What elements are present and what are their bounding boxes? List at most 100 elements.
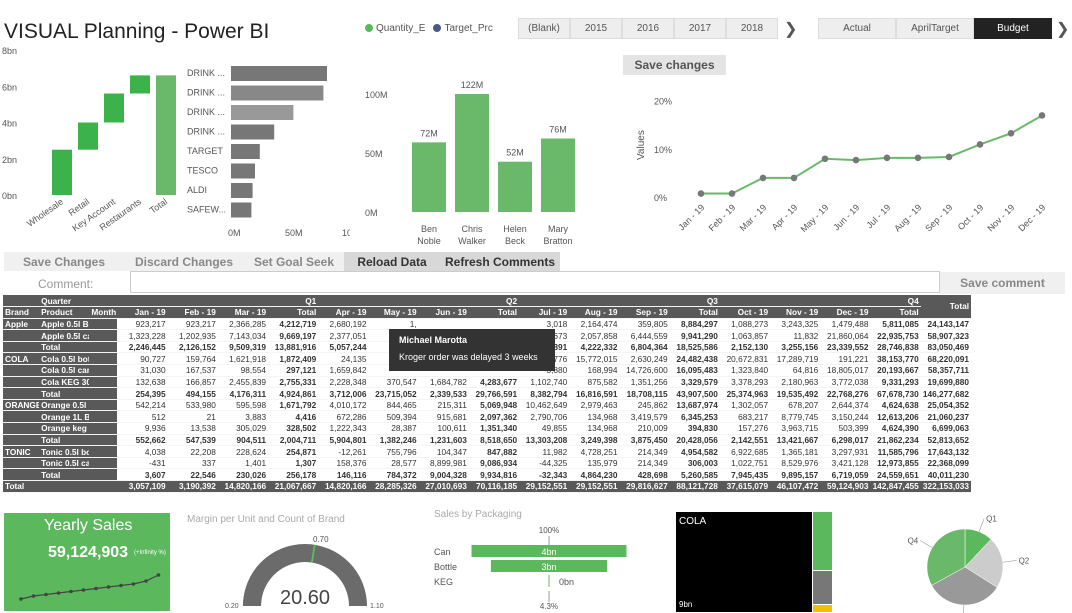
- value-cell[interactable]: 6,345,253: [669, 410, 720, 424]
- value-cell[interactable]: 9,004,328: [418, 468, 469, 481]
- value-cell[interactable]: 228,624: [217, 445, 269, 458]
- value-cell[interactable]: 1,063,857: [719, 329, 771, 342]
- value-cell[interactable]: 9,509,319: [217, 341, 269, 354]
- year-button[interactable]: 2016: [622, 18, 674, 39]
- value-cell[interactable]: 542,214: [117, 399, 168, 412]
- value-cell[interactable]: 4,038: [117, 445, 168, 458]
- value-cell[interactable]: 22,546: [167, 468, 218, 481]
- value-cell[interactable]: 4,624,638: [870, 399, 921, 412]
- value-cell[interactable]: 191,221: [820, 352, 871, 366]
- value-cell[interactable]: 3,150,244: [820, 410, 871, 424]
- value-cell[interactable]: 158,376: [318, 457, 369, 470]
- value-cell[interactable]: 11,832: [770, 329, 821, 342]
- value-cell[interactable]: 21,860,064: [820, 329, 871, 342]
- value-cell[interactable]: 214,349: [619, 445, 670, 458]
- value-cell[interactable]: 394,830: [669, 422, 720, 435]
- value-cell[interactable]: 512: [117, 410, 168, 424]
- value-cell[interactable]: 64,816: [770, 364, 821, 377]
- value-cell[interactable]: 2,180,963: [770, 376, 821, 389]
- value-cell[interactable]: 3,883: [217, 410, 269, 424]
- value-cell[interactable]: 552,662: [117, 434, 168, 447]
- value-cell[interactable]: 24,482,438: [669, 352, 720, 366]
- value-cell[interactable]: 297,121: [268, 364, 319, 377]
- value-cell[interactable]: 22,935,753: [870, 329, 921, 342]
- value-cell[interactable]: 1,202,935: [167, 329, 218, 342]
- value-cell[interactable]: 6,804,364: [619, 341, 670, 354]
- value-cell[interactable]: 844,465: [368, 399, 419, 412]
- value-cell[interactable]: 83,050,469: [920, 341, 971, 354]
- value-cell[interactable]: 3,712,006: [318, 387, 369, 400]
- scenario-button[interactable]: AprilTarget: [896, 18, 974, 39]
- treemap-tile[interactable]: [813, 512, 832, 570]
- value-cell[interactable]: 784,372: [368, 468, 419, 481]
- value-cell[interactable]: 4,728,251: [569, 445, 620, 458]
- value-cell[interactable]: 1,323,228: [117, 329, 168, 342]
- value-cell[interactable]: 4,954,582: [669, 445, 720, 458]
- value-cell[interactable]: 923,217: [117, 318, 168, 331]
- value-cell[interactable]: 1,323,840: [719, 364, 771, 377]
- value-cell[interactable]: 230,026: [217, 468, 269, 481]
- value-cell[interactable]: 9,331,293: [870, 376, 921, 389]
- value-cell[interactable]: 1,351,340: [468, 422, 520, 435]
- value-cell[interactable]: 683,217: [719, 410, 771, 424]
- value-cell[interactable]: 755,796: [368, 445, 419, 458]
- value-cell[interactable]: 3,329,579: [669, 376, 720, 389]
- value-cell[interactable]: 7,143,034: [217, 329, 269, 342]
- year-button[interactable]: 2017: [674, 18, 726, 39]
- value-cell[interactable]: 1,102,740: [519, 376, 570, 389]
- value-cell[interactable]: -12,261: [318, 445, 369, 458]
- value-cell[interactable]: 678,207: [770, 399, 821, 412]
- value-cell[interactable]: 166,857: [167, 376, 218, 389]
- value-cell[interactable]: 2,097,362: [468, 410, 520, 424]
- value-cell[interactable]: 3,249,398: [569, 434, 620, 447]
- value-cell[interactable]: 90,727: [117, 352, 168, 366]
- value-cell[interactable]: 1,401: [217, 457, 269, 470]
- save-comment-button[interactable]: Save comment: [940, 272, 1065, 294]
- value-cell[interactable]: -32,343: [519, 468, 570, 481]
- value-cell[interactable]: 2,755,331: [268, 376, 319, 389]
- value-cell[interactable]: 25,054,352: [920, 399, 971, 412]
- value-cell[interactable]: 18,805,017: [820, 364, 871, 377]
- value-cell[interactable]: 28,387: [368, 422, 419, 435]
- value-cell[interactable]: 67,678,730: [870, 387, 921, 400]
- value-cell[interactable]: 98,554: [217, 364, 269, 377]
- value-cell[interactable]: 4,283,677: [468, 376, 520, 389]
- value-cell[interactable]: 15,772,015: [569, 352, 620, 366]
- value-cell[interactable]: 359,805: [619, 318, 670, 331]
- value-cell[interactable]: 4,010,172: [318, 399, 369, 412]
- value-cell[interactable]: 1,365,181: [770, 445, 821, 458]
- value-cell[interactable]: 1,231,603: [418, 434, 469, 447]
- value-cell[interactable]: 306,003: [669, 457, 720, 470]
- value-cell[interactable]: 1,479,488: [820, 318, 871, 331]
- year-button[interactable]: (Blank): [518, 18, 570, 39]
- value-cell[interactable]: 1,621,918: [217, 352, 269, 366]
- value-cell[interactable]: 6,298,017: [820, 434, 871, 447]
- value-cell[interactable]: 20,428,056: [669, 434, 720, 447]
- value-cell[interactable]: 38,153,770: [870, 352, 921, 366]
- value-cell[interactable]: 13,881,916: [268, 341, 319, 354]
- value-cell[interactable]: 672,286: [318, 410, 369, 424]
- value-cell[interactable]: 24,135: [318, 352, 369, 366]
- value-cell[interactable]: 1,671,792: [268, 399, 319, 412]
- value-cell[interactable]: 8,518,650: [468, 434, 520, 447]
- value-cell[interactable]: 1,022,751: [719, 457, 771, 470]
- value-cell[interactable]: 17,289,719: [770, 352, 821, 366]
- value-cell[interactable]: 4,416: [268, 410, 319, 424]
- value-cell[interactable]: 43,907,500: [669, 387, 720, 400]
- refresh-comments-tab[interactable]: Refresh Comments: [440, 252, 560, 271]
- value-cell[interactable]: 13,538: [167, 422, 218, 435]
- value-cell[interactable]: 2,979,463: [569, 399, 620, 412]
- value-cell[interactable]: 214,349: [619, 457, 670, 470]
- value-cell[interactable]: 5,057,244: [318, 341, 369, 354]
- value-cell[interactable]: 58,357,711: [920, 364, 971, 377]
- value-cell[interactable]: 6,444,559: [619, 329, 670, 342]
- value-cell[interactable]: 168,994: [569, 364, 620, 377]
- value-cell[interactable]: 167,537: [167, 364, 218, 377]
- value-cell[interactable]: 2,152,130: [719, 341, 771, 354]
- value-cell[interactable]: 8,884,297: [669, 318, 720, 331]
- value-cell[interactable]: 547,539: [167, 434, 218, 447]
- value-cell[interactable]: 2,644,374: [820, 399, 871, 412]
- year-button[interactable]: 2015: [570, 18, 622, 39]
- value-cell[interactable]: 3,243,325: [770, 318, 821, 331]
- year-button[interactable]: 2018: [726, 18, 778, 39]
